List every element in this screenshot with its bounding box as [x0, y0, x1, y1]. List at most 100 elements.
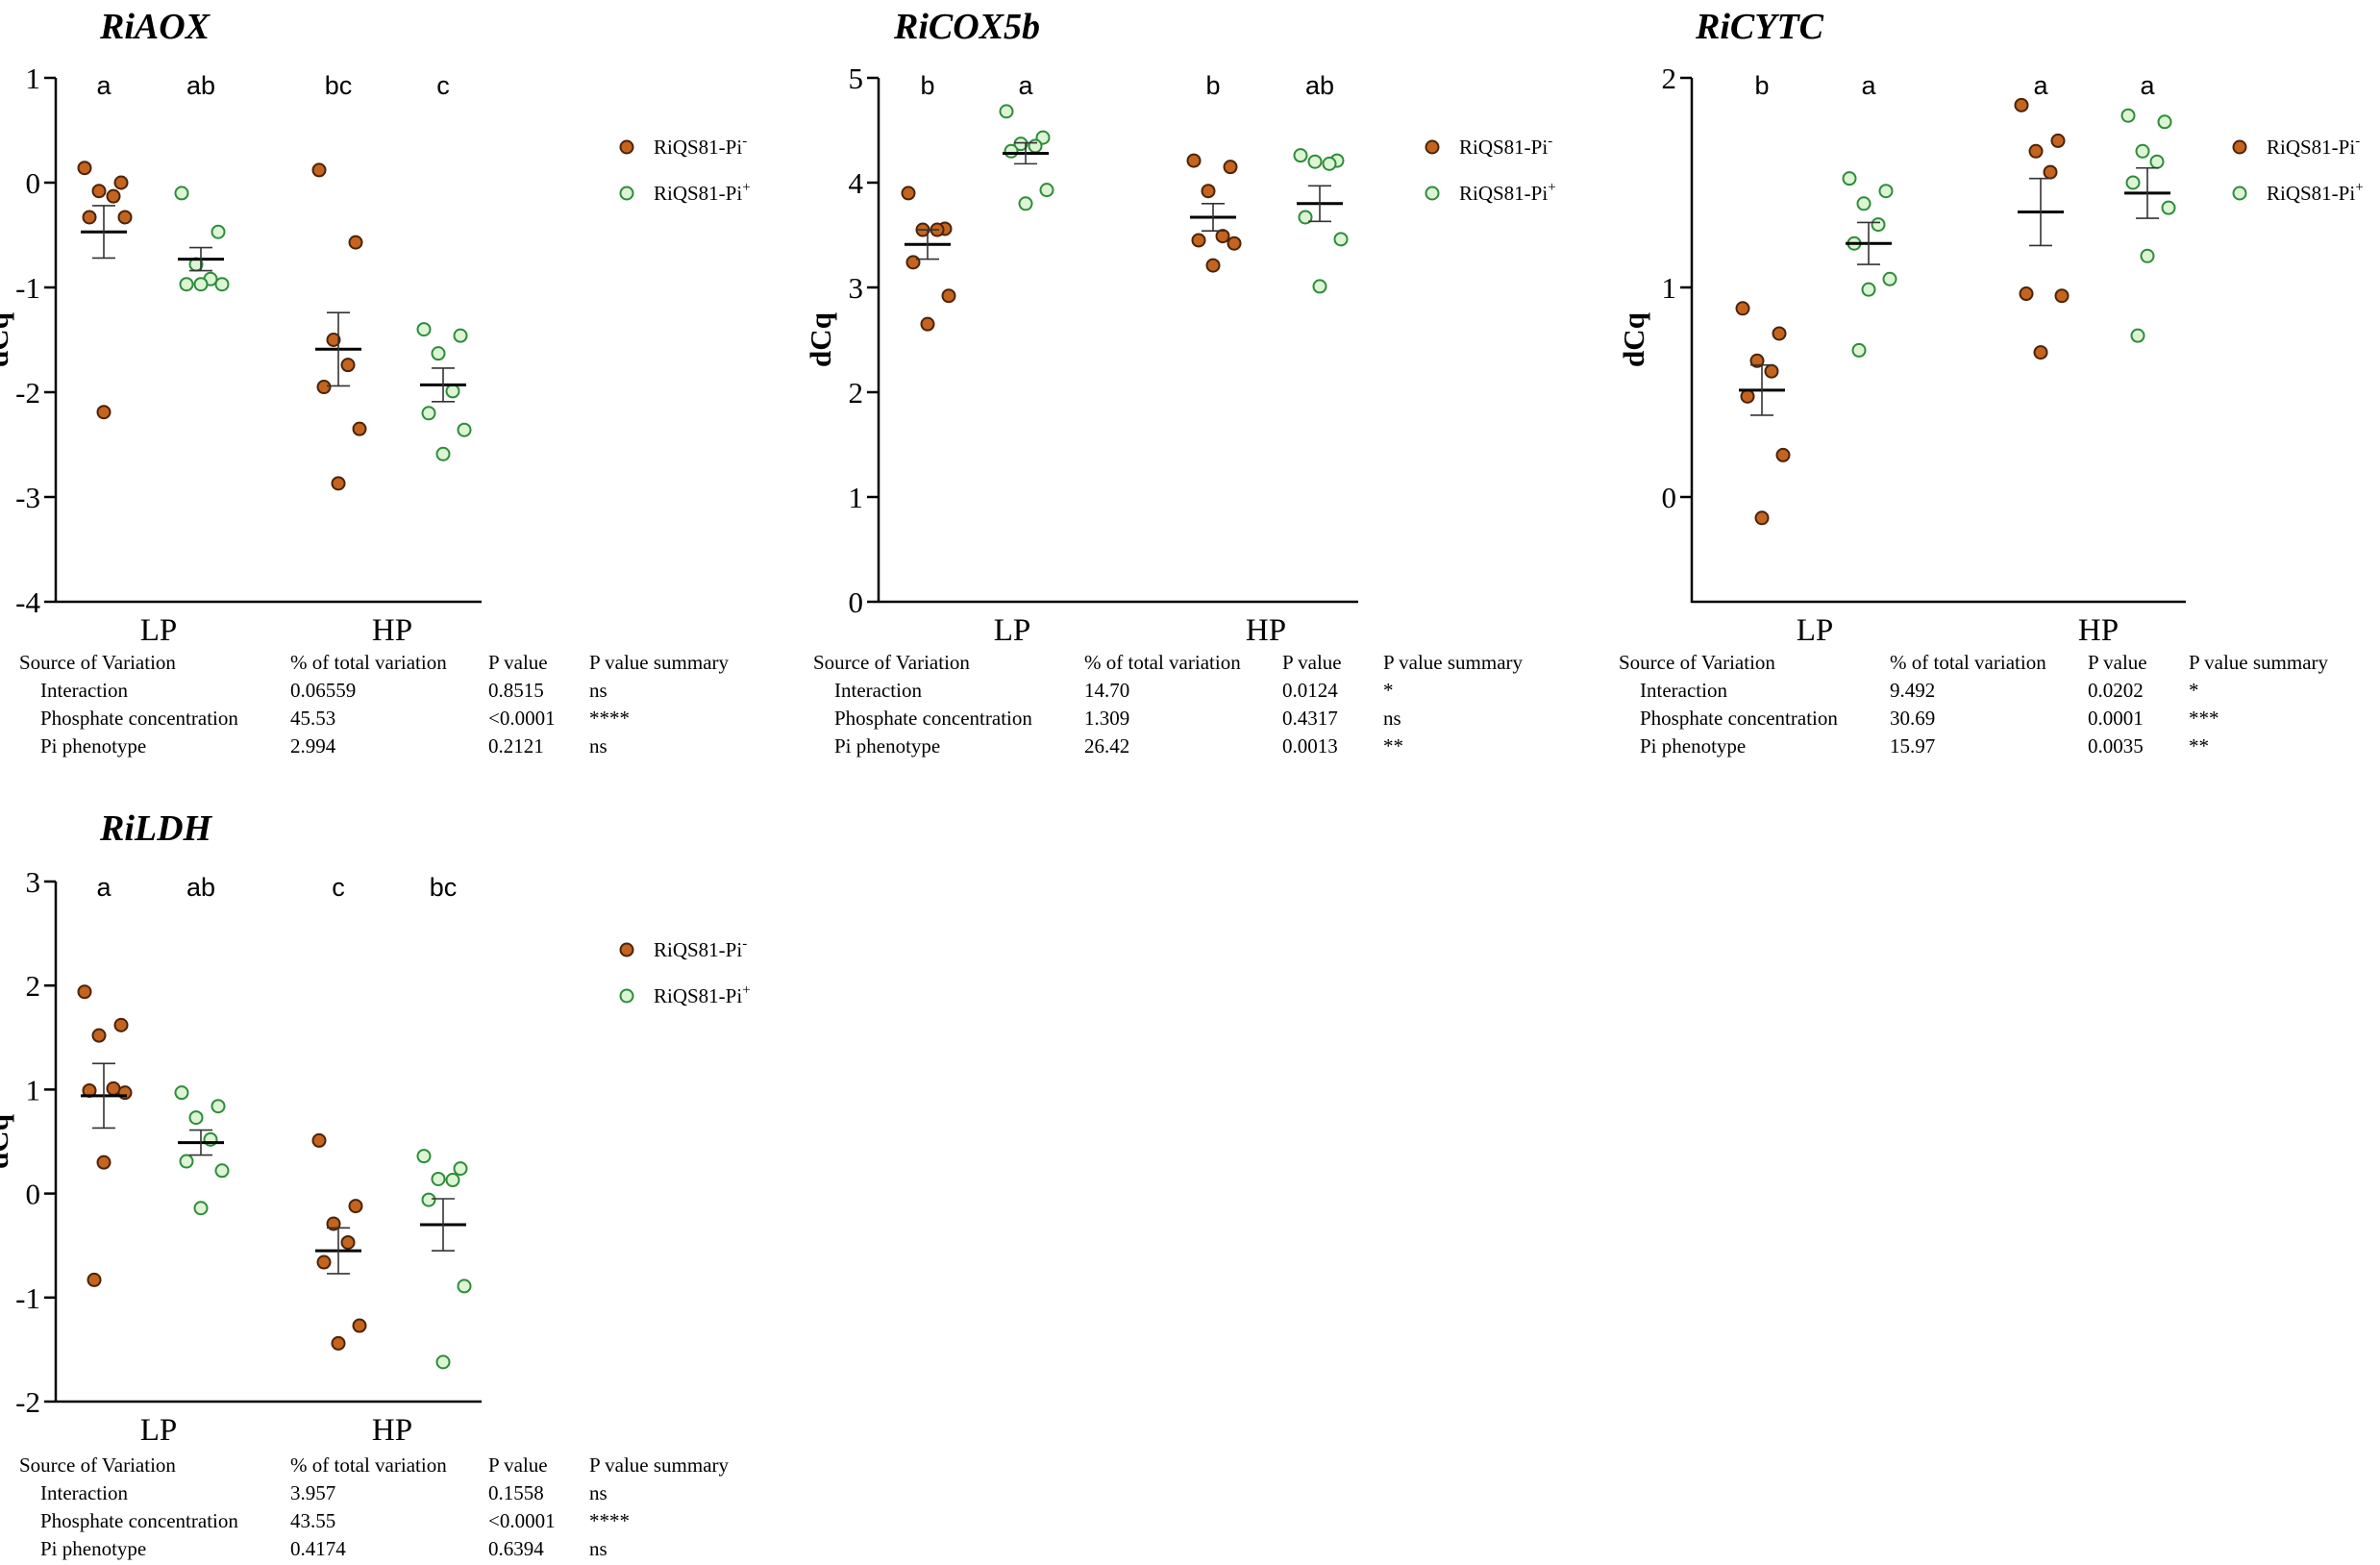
significance-letter: b — [1205, 71, 1220, 100]
chart-panel-ricytc: RiCYTC 2 1 0 dCq LP HP b a a a RiQS81-Pi- RiQS81-Pi+ — [1617, 7, 2364, 648]
stats-pvalue: 0.6394 — [488, 1537, 544, 1560]
data-point — [316, 1254, 332, 1270]
significance-letter: b — [920, 71, 934, 100]
data-point — [941, 288, 956, 304]
significance-letter: a — [2033, 71, 2048, 100]
data-point — [91, 184, 107, 199]
legend-label: RiQS81-Pi- — [1459, 134, 1552, 159]
data-point — [457, 422, 472, 437]
stats-pvalue: 0.4317 — [1282, 707, 1338, 730]
data-point — [431, 1171, 446, 1186]
y-tick-label: -1 — [15, 271, 40, 305]
stats-summary: P value summary — [1383, 651, 1524, 674]
data-point — [435, 1354, 451, 1370]
data-point — [453, 1161, 468, 1177]
stats-pct: 26.42 — [1084, 734, 1130, 758]
stats-row: Interaction 3.957 0.1558 ns — [19, 1481, 807, 1509]
y-tick-label: 1 — [849, 481, 864, 514]
data-point — [1191, 233, 1206, 248]
stats-pct: % of total variation — [1084, 651, 1241, 674]
significance-letter: a — [96, 71, 112, 100]
data-point — [2149, 154, 2165, 169]
data-point — [348, 1199, 363, 1214]
stats-pct: 45.53 — [290, 707, 336, 730]
legend-marker — [1425, 139, 1440, 155]
stats-source: Phosphate concentration — [40, 1509, 238, 1532]
y-axis-label: dCq — [0, 312, 14, 367]
stats-pct: 1.309 — [1084, 707, 1130, 730]
data-point — [1018, 196, 1033, 211]
data-point — [174, 186, 189, 201]
significance-letter: c — [436, 71, 450, 100]
data-point — [193, 277, 209, 292]
stats-summary: ns — [589, 679, 607, 702]
stats-pct: 9.492 — [1890, 679, 1936, 702]
stats-pvalue: P value — [488, 1453, 548, 1477]
stats-row: Interaction 0.06559 0.8515 ns — [19, 679, 807, 707]
stats-header-row: Source of Variation % of total variation P… — [1619, 651, 2380, 679]
stats-source: Source of Variation — [813, 651, 970, 674]
data-point — [174, 1085, 189, 1101]
stats-source: Source of Variation — [1619, 651, 1775, 674]
significance-letter: b — [1754, 71, 1769, 100]
data-point — [431, 346, 446, 361]
data-point — [87, 1272, 102, 1287]
data-point — [445, 1173, 460, 1188]
x-category-label: LP — [994, 613, 1031, 648]
significance-letter: c — [332, 873, 345, 902]
data-point — [113, 175, 129, 190]
stats-pct: 14.70 — [1084, 679, 1130, 702]
y-axis-label: dCq — [0, 1114, 14, 1169]
data-point — [2161, 200, 2176, 215]
stats-header-row: Source of Variation % of total variation P… — [19, 651, 807, 679]
chart-title: RiLDH — [99, 808, 213, 849]
x-category-label: HP — [2078, 613, 2119, 648]
data-point — [453, 328, 468, 343]
data-point — [340, 1234, 356, 1250]
stats-row: Interaction 9.492 0.0202 * — [1619, 679, 2380, 707]
y-tick-label: -2 — [15, 1385, 40, 1419]
data-point — [1842, 171, 1857, 186]
legend-label: RiQS81-Pi- — [654, 134, 747, 159]
significance-letter: bc — [430, 873, 458, 902]
significance-letter: ab — [1305, 71, 1334, 100]
stats-source: Pi phenotype — [40, 734, 147, 758]
data-point — [214, 1163, 230, 1179]
stats-pct: 30.69 — [1890, 707, 1936, 730]
data-point — [2125, 175, 2141, 190]
legend-marker — [619, 139, 634, 155]
stats-summary: ns — [589, 1537, 607, 1560]
stats-source: Source of Variation — [19, 651, 176, 674]
data-point — [920, 316, 935, 332]
stats-source: Phosphate concentration — [834, 707, 1032, 730]
data-point — [1227, 236, 1242, 251]
y-tick-label: -2 — [15, 376, 40, 410]
legend-marker — [619, 942, 634, 957]
stats-source: Interaction — [40, 679, 128, 702]
stats-row: Interaction 14.70 0.0124 * — [813, 679, 1601, 707]
stats-pvalue: 0.0124 — [1282, 679, 1338, 702]
significance-letter: bc — [325, 71, 353, 100]
stats-pvalue: 0.0035 — [2088, 734, 2144, 758]
data-point — [1215, 229, 1230, 244]
legend-label: RiQS81-Pi+ — [1459, 180, 1556, 205]
data-point — [1004, 143, 1019, 159]
data-point — [352, 421, 367, 436]
data-point — [211, 224, 226, 239]
data-point — [2054, 288, 2070, 304]
data-point — [326, 333, 341, 347]
stats-pvalue: 0.0013 — [1282, 734, 1338, 758]
data-point — [1312, 279, 1327, 294]
data-point — [77, 161, 92, 176]
y-axis-label: dCq — [1617, 312, 1650, 367]
data-point — [91, 1028, 107, 1043]
data-point — [2140, 248, 2155, 263]
significance-letter: ab — [186, 71, 215, 100]
data-point — [1851, 342, 1867, 358]
legend-marker — [619, 186, 634, 201]
data-point — [106, 188, 121, 204]
data-point — [1298, 210, 1313, 225]
legend-label: RiQS81-Pi+ — [2267, 180, 2364, 205]
data-point — [2028, 143, 2044, 159]
data-point — [2120, 108, 2136, 123]
